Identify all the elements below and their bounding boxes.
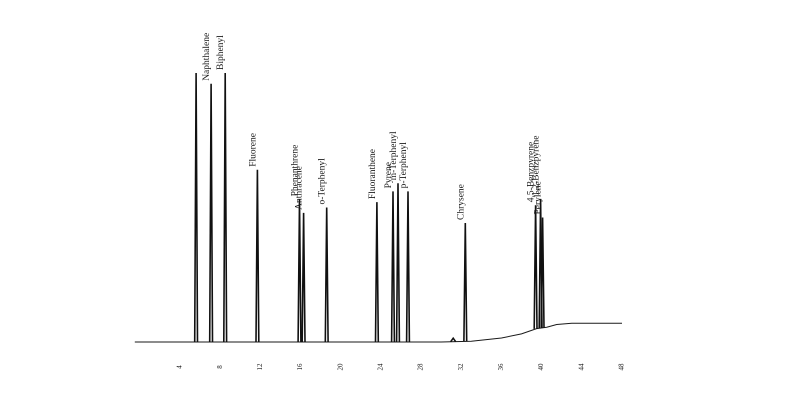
peak-label: Fluoranthene bbox=[368, 149, 378, 199]
peak-chrysene bbox=[463, 222, 468, 342]
x-tick-label: 8 bbox=[216, 365, 224, 369]
peak-label: 4,5-Benzpyrene bbox=[527, 142, 537, 202]
peak-naphthalene bbox=[208, 83, 214, 343]
x-axis-ticks: 4 8 12 16 20 24 28 32 36 40 44 48 bbox=[176, 363, 626, 371]
x-tick-label: 32 bbox=[457, 363, 465, 371]
x-tick-label: 40 bbox=[537, 363, 545, 371]
peak-anthracene bbox=[301, 212, 306, 343]
x-tick-label: 44 bbox=[577, 363, 585, 371]
baseline-trace bbox=[134, 322, 622, 343]
peak-pyrene bbox=[390, 191, 396, 343]
x-tick-label: 36 bbox=[497, 363, 505, 371]
peak-label: Anthracene bbox=[295, 166, 305, 210]
baseline-layer bbox=[134, 322, 622, 343]
peak-label: Perylene bbox=[534, 181, 544, 214]
peak-layer bbox=[193, 72, 545, 343]
x-tick-label: 12 bbox=[256, 363, 264, 371]
peak-label: Biphenyl bbox=[216, 35, 226, 70]
peak-label: Pyrene bbox=[384, 162, 394, 188]
peak-label: p-Terphenyl bbox=[399, 142, 409, 189]
peak-perylene bbox=[540, 217, 545, 328]
peak-o-terphenyl bbox=[324, 207, 329, 343]
peak-phenanthrene bbox=[297, 199, 302, 343]
x-tick-label: 16 bbox=[296, 363, 304, 371]
peak-biphenyl bbox=[223, 72, 228, 343]
peak-label-layer: Naphthalene Biphenyl Fluorene PhenanthreneA… bbox=[202, 33, 543, 220]
peak-4-5-benzpyrene bbox=[533, 205, 538, 329]
x-tick-label: 48 bbox=[618, 363, 626, 371]
peak-unlabeled-11 bbox=[450, 336, 457, 343]
peak-label: Naphthalene bbox=[202, 33, 212, 81]
x-tick-label: 20 bbox=[336, 363, 344, 371]
x-tick-label: 4 bbox=[176, 365, 184, 369]
peak-label: Phenanthrene bbox=[291, 145, 301, 197]
peak-label: Fluorene bbox=[248, 133, 258, 167]
peak-m-terphenyl bbox=[395, 183, 401, 343]
x-tick-label: 28 bbox=[417, 363, 425, 371]
peak-unlabeled-0 bbox=[193, 72, 199, 343]
peak-fluoranthene bbox=[374, 202, 380, 343]
peak-fluorene bbox=[255, 169, 260, 343]
peak-label: 1,2-Benzpyrene bbox=[532, 135, 542, 195]
peak-label: m-Terphenyl bbox=[389, 131, 399, 180]
peak-p-terphenyl bbox=[405, 191, 411, 343]
x-tick-label: 24 bbox=[377, 363, 385, 371]
peak-label: Chrysene bbox=[456, 184, 466, 220]
peak-label: o-Terphenyl bbox=[318, 158, 328, 205]
